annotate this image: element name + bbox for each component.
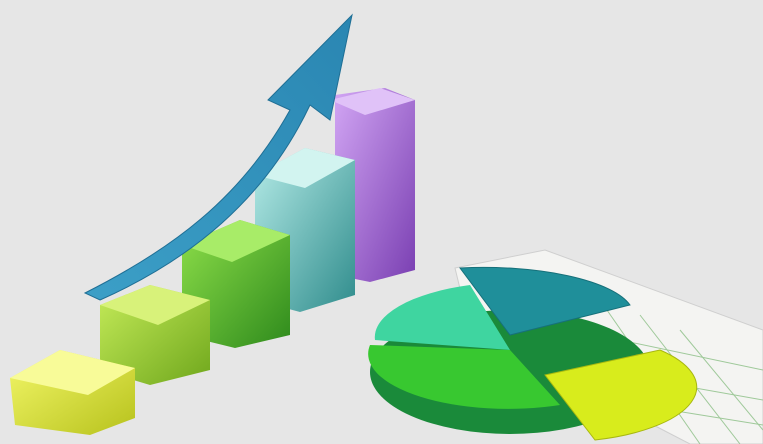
pie-chart [368,266,698,441]
pie-slice-yellow [544,349,698,441]
pie-slice-green [368,345,560,409]
pie-slice-cyan [374,285,510,350]
pie-slice-teal [459,266,631,336]
bar-yellow [10,350,135,435]
growth-arrow [83,13,353,301]
bar-light-green [100,285,210,385]
